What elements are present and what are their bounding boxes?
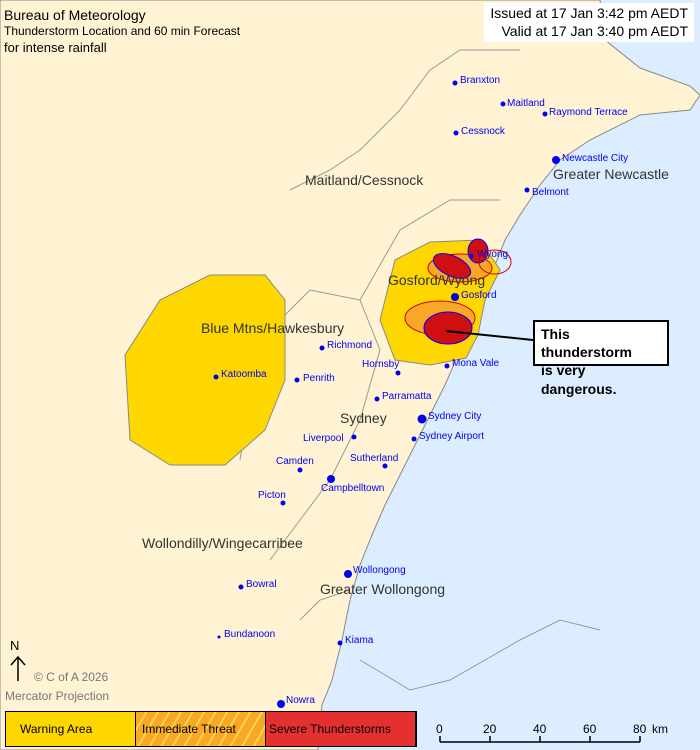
city-dot (337, 640, 343, 646)
city-dot (453, 130, 459, 136)
agency-title: Bureau of Meteorology (4, 7, 146, 23)
city-dot (524, 187, 530, 193)
svg-text:80: 80 (633, 722, 647, 736)
svg-text:60: 60 (583, 722, 597, 736)
city-label: Cessnock (461, 126, 506, 137)
svg-text:Sydney: Sydney (340, 410, 387, 426)
city-dot (374, 396, 380, 402)
city-label: Picton (258, 490, 286, 501)
svg-text:Maitland/Cessnock: Maitland/Cessnock (305, 172, 424, 188)
city-dot (452, 80, 458, 86)
city-markers: Branxton Maitland Raymond Terrace Cessno… (213, 75, 628, 708)
issue-box: Issued at 17 Jan 3:42 pm AEDT Valid at 1… (484, 3, 694, 42)
city-label: Gosford (461, 290, 497, 301)
legend-warning-area: Warning Area (6, 712, 136, 746)
region-labels: Maitland/Cessnock Greater Newcastle Gosf… (142, 166, 669, 597)
svg-text:40: 40 (533, 722, 547, 736)
svg-text:Wollondilly/Wingecarribee: Wollondilly/Wingecarribee (142, 535, 303, 551)
legend-severe-thunderstorms: Severe Thunderstorms (266, 712, 416, 746)
svg-text:0: 0 (436, 722, 443, 736)
city-dot (444, 363, 450, 369)
city-dot (542, 111, 548, 117)
projection-label: Mercator Projection (5, 689, 110, 703)
product-title: Thunderstorm Location and 60 min Forecas… (4, 24, 241, 39)
issued-time: Issued at 17 Jan 3:42 pm AEDT (490, 5, 688, 21)
city-label: Wollongong (353, 565, 406, 576)
scale-labels: 0 20 40 60 80 km (436, 722, 668, 736)
svg-text:km: km (652, 722, 668, 736)
city-dot (344, 570, 352, 578)
city-dot (451, 293, 459, 301)
svg-text:20: 20 (483, 722, 497, 736)
valid-time: Valid at 17 Jan 3:40 pm AEDT (501, 22, 688, 39)
svg-text:Blue Mtns/Hawkesbury: Blue Mtns/Hawkesbury (201, 320, 344, 336)
city-dot (217, 635, 221, 639)
storm-cell-wyong (427, 238, 512, 283)
city-label: Katoomba (221, 369, 267, 380)
city-label: Camden (276, 456, 314, 467)
danger-callout: This thunderstorm is very dangerous. (533, 320, 669, 397)
city-label: Penrith (303, 373, 335, 384)
city-label: Newcastle City (562, 153, 628, 164)
city-label: Raymond Terrace (549, 107, 628, 118)
callout-pointer (445, 330, 534, 341)
city-dot (280, 500, 286, 506)
city-dot (319, 345, 325, 351)
legend: Warning Area Immediate Threat Severe Thu… (5, 711, 417, 747)
city-label: Nowra (286, 695, 315, 706)
svg-text:Greater Newcastle: Greater Newcastle (553, 166, 669, 182)
city-label: Sutherland (350, 453, 398, 464)
city-dot (351, 434, 357, 440)
city-dot (294, 377, 300, 383)
callout-line-1: This thunderstorm (541, 326, 632, 361)
city-dot (500, 101, 506, 107)
storm-cell-gosford (404, 300, 476, 345)
city-dot (277, 700, 285, 708)
city-dot (238, 584, 244, 590)
legend-immediate-threat: Immediate Threat (136, 712, 266, 746)
city-dot (411, 436, 417, 442)
city-dot (297, 467, 303, 473)
map-header: Bureau of Meteorology Thunderstorm Locat… (4, 6, 240, 57)
city-label: Parramatta (382, 391, 432, 402)
city-label: Richmond (327, 340, 372, 351)
city-dot (382, 463, 388, 469)
city-label: Belmont (532, 187, 569, 198)
city-label: Maitland (507, 98, 545, 109)
city-label: Sydney Airport (419, 431, 484, 442)
city-label: Mona Vale (452, 358, 500, 369)
city-dot (417, 414, 427, 424)
svg-text:Greater Wollongong: Greater Wollongong (320, 581, 445, 597)
city-label: Branxton (460, 75, 500, 86)
city-dot (213, 374, 219, 380)
city-dot (327, 475, 335, 483)
city-label: Bundanoon (224, 629, 275, 640)
north-label: N (10, 638, 20, 653)
city-label: Bowral (246, 579, 277, 590)
svg-text:Gosford/Wyong: Gosford/Wyong (388, 272, 485, 288)
city-label: Sydney City (428, 411, 481, 422)
copyright: © C of A 2026 (34, 670, 109, 684)
city-dot (395, 370, 401, 376)
city-label: Hornsby (362, 359, 399, 370)
hazard-subtitle: for intense rainfall (4, 39, 107, 55)
north-arrow-icon (10, 655, 26, 681)
city-label: Liverpool (303, 433, 344, 444)
city-dot (468, 253, 474, 259)
callout-line-2: is very dangerous. (541, 362, 617, 397)
city-label: Campbelltown (321, 483, 384, 494)
city-label: Wyong (477, 249, 508, 260)
scale-bar (439, 736, 641, 743)
city-label: Kiama (345, 635, 374, 646)
city-dot (552, 156, 560, 164)
warning-area-blue-mtns (124, 274, 286, 466)
